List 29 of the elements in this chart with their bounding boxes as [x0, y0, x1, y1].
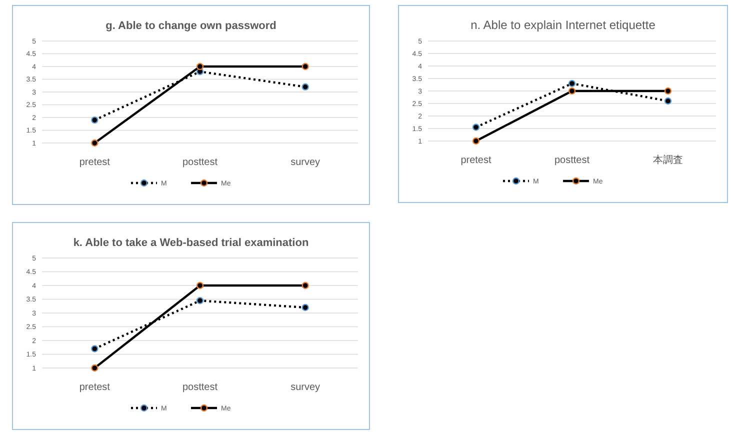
point: [91, 116, 98, 124]
x-tick-label: pretest: [460, 155, 492, 166]
chart-title: n. Able to explain Internet etiquette: [470, 18, 656, 32]
point: [568, 80, 576, 88]
point: [302, 282, 309, 290]
x-tick-label: pretest: [79, 382, 110, 393]
point: [472, 137, 480, 145]
x-tick-label: posttest: [554, 155, 590, 166]
point: [302, 83, 309, 90]
point: [196, 62, 204, 70]
point: [91, 364, 98, 372]
point: [91, 345, 98, 352]
point: [302, 62, 309, 70]
point: [568, 87, 576, 95]
x-tick-label: survey: [290, 382, 320, 393]
point: [664, 97, 672, 105]
x-tick-label: posttest: [182, 382, 218, 393]
x-tick-label: pretest: [79, 157, 110, 168]
x-tick-label: 本調査: [653, 154, 683, 166]
point: [302, 304, 309, 312]
point: [196, 282, 204, 290]
x-tick-label: survey: [290, 157, 320, 168]
chart-title: g. Able to change own password: [106, 20, 276, 32]
point: [472, 124, 480, 131]
chart-title: k. Able to take a Web-based trial examination: [73, 237, 309, 249]
point: [91, 139, 98, 147]
point: [664, 87, 672, 95]
point: [196, 297, 204, 304]
x-tick-label: posttest: [182, 157, 218, 168]
